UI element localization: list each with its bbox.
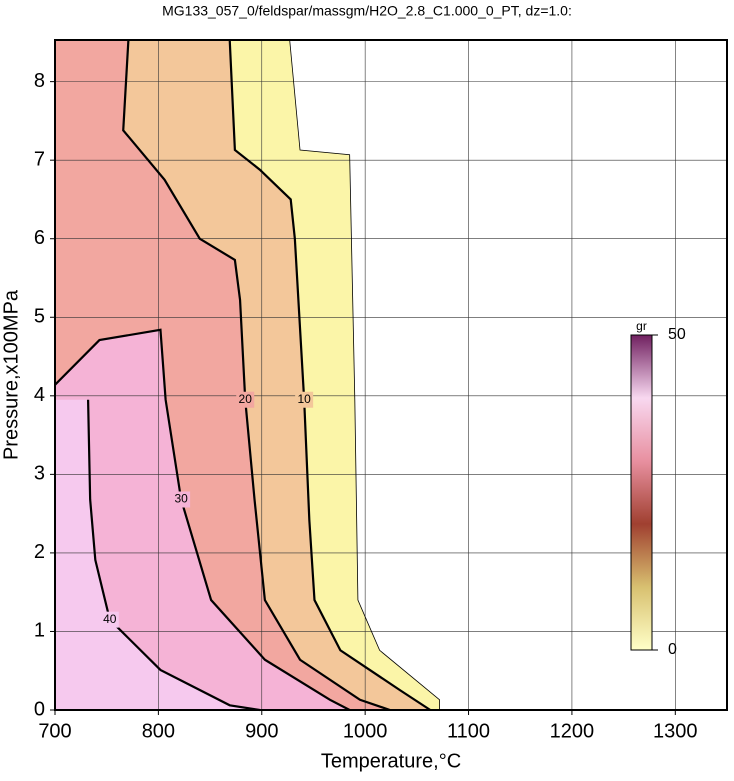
contour-fill: [55, 329, 350, 710]
x-axis-label: Temperature,°C: [321, 750, 461, 772]
contour-label-bg: [100, 611, 119, 628]
y-tick-label: 6: [34, 227, 45, 249]
contour-line: [122, 39, 391, 712]
x-tick-label: 1200: [550, 720, 595, 742]
colorbar-tick-label: 50: [668, 326, 686, 343]
contour-label: 40: [103, 612, 117, 626]
y-tick-label: 3: [34, 463, 45, 485]
y-tick-label: 0: [34, 698, 45, 720]
x-tick-label: 1000: [343, 720, 388, 742]
y-tick-label: 7: [34, 148, 45, 170]
x-tick-label: 1300: [653, 720, 698, 742]
y-tick-label: 5: [34, 306, 45, 328]
x-tick-label: 700: [38, 720, 71, 742]
x-tick-label: 900: [245, 720, 278, 742]
fills: [55, 40, 440, 710]
contour-label: 10: [297, 392, 311, 406]
contour-line: [289, 39, 440, 710]
contour-fill: [55, 399, 260, 710]
y-tick-label: 2: [34, 541, 45, 563]
y-axis-label: Pressure,x100MPa: [0, 289, 22, 460]
colorbar-scale: [630, 334, 653, 651]
y-tick-label: 4: [34, 384, 45, 406]
colorbar-label: gr: [636, 319, 647, 333]
y-tick-label: 1: [34, 620, 45, 642]
x-tick-label: 800: [142, 720, 175, 742]
contour-label: 30: [174, 492, 188, 506]
plot-frame: [54, 39, 728, 711]
y-tick-label: 8: [34, 70, 45, 92]
contour-lines: 10 20 30 40: [54, 39, 440, 712]
x-tick-label: 1100: [447, 720, 490, 742]
colorbar-tick-label: 0: [668, 641, 677, 658]
colorbar: 0 50 gr: [630, 319, 686, 658]
chart-title: MG133_057_0/feldspar/massgm/H2O_2.8_C1.0…: [162, 3, 572, 19]
contour-label: 20: [239, 392, 253, 406]
contour-label-bg: [295, 391, 314, 408]
contour-label-bg: [236, 391, 255, 408]
contour-label-bg: [172, 491, 191, 508]
